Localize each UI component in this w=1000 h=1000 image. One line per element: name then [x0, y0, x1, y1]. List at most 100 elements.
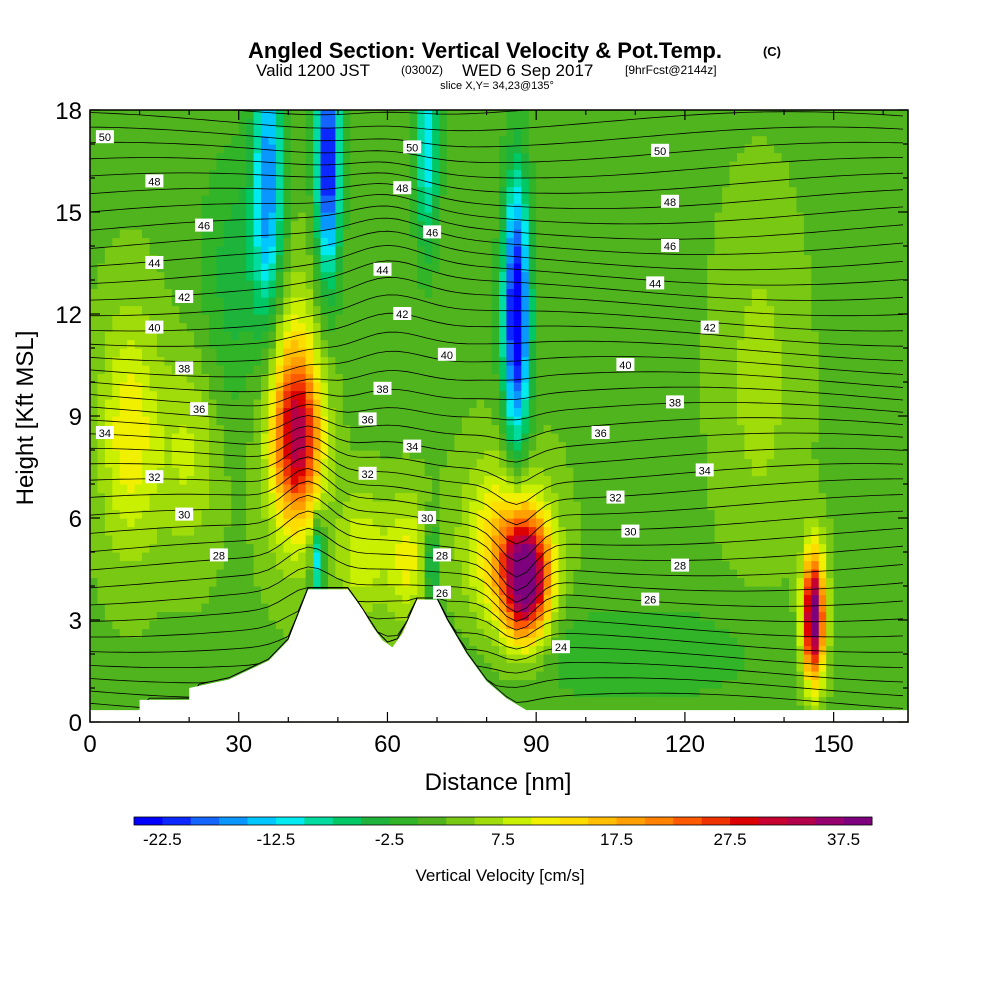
field-cell: [588, 195, 597, 205]
field-cell: [595, 246, 604, 256]
field-cell: [380, 178, 389, 188]
field-cell: [112, 220, 121, 230]
field-cell: [372, 475, 381, 485]
field-cell: [134, 671, 143, 681]
field-cell: [216, 526, 225, 536]
field-cell: [521, 110, 530, 120]
field-cell: [194, 152, 203, 162]
field-cell: [156, 620, 165, 630]
field-cell: [313, 543, 322, 553]
field-cell: [127, 654, 136, 664]
field-cell: [417, 118, 426, 128]
field-cell: [558, 263, 567, 273]
field-cell: [208, 441, 218, 451]
field-cell: [275, 118, 284, 128]
field-cell: [580, 144, 589, 154]
field-cell: [595, 603, 604, 613]
field-cell: [104, 441, 113, 451]
field-cell: [275, 637, 284, 647]
field-cell: [424, 169, 433, 179]
field-cell: [565, 620, 574, 630]
field-cell: [327, 492, 336, 502]
field-cell: [476, 169, 485, 179]
field-cell: [246, 654, 255, 664]
field-cell: [104, 671, 113, 681]
field-cell: [186, 110, 195, 120]
field-cell: [201, 509, 210, 519]
field-cell: [253, 212, 262, 222]
field-cell: [268, 526, 277, 536]
field-cell: [313, 144, 322, 154]
field-cell: [461, 144, 470, 154]
field-cell: [595, 620, 604, 630]
field-cell: [372, 220, 381, 230]
field-cell: [387, 484, 396, 494]
field-cell: [499, 688, 508, 698]
field-cell: [387, 535, 396, 545]
field-cell: [409, 509, 418, 519]
field-cell: [521, 297, 530, 307]
field-cell: [194, 509, 203, 519]
field-cell: [342, 458, 351, 468]
field-cell: [551, 611, 560, 621]
field-cell: [387, 467, 396, 477]
field-cell: [90, 654, 99, 664]
field-cell: [454, 424, 463, 434]
field-cell: [119, 458, 128, 468]
field-cell: [595, 331, 604, 341]
field-cell: [454, 535, 463, 545]
field-cell: [521, 339, 530, 349]
field-cell: [253, 645, 262, 655]
field-cell: [261, 365, 270, 375]
field-cell: [119, 560, 128, 570]
field-cell: [208, 620, 218, 630]
field-cell: [439, 152, 448, 162]
field-cell: [119, 637, 128, 647]
field-cell: [372, 356, 381, 366]
field-cell: [164, 509, 173, 519]
field-cell: [461, 314, 470, 324]
field-cell: [446, 203, 455, 213]
field-cell: [268, 577, 277, 587]
field-cell: [439, 203, 448, 213]
field-cell: [246, 246, 255, 256]
field-cell: [231, 450, 240, 460]
field-cell: [536, 144, 545, 154]
field-cell: [253, 552, 262, 562]
field-cell: [238, 603, 247, 613]
field-cell: [513, 203, 522, 213]
field-cell: [246, 424, 255, 434]
field-cell: [417, 535, 426, 545]
field-cell: [372, 586, 381, 596]
field-cell: [476, 127, 485, 137]
field-cell: [313, 203, 322, 213]
field-cell: [298, 348, 307, 358]
field-cell: [97, 271, 106, 281]
field-cell: [365, 161, 374, 171]
field-cell: [142, 586, 151, 596]
field-cell: [275, 620, 284, 630]
field-cell: [565, 382, 574, 392]
field-cell: [506, 526, 515, 536]
field-cell: [186, 356, 195, 366]
field-cell: [283, 152, 292, 162]
field-cell: [238, 628, 247, 638]
field-cell: [261, 373, 270, 383]
field-cell: [164, 467, 173, 477]
field-cell: [499, 152, 508, 162]
field-cell: [112, 492, 121, 502]
field-cell: [402, 161, 411, 171]
field-cell: [268, 203, 277, 213]
field-cell: [461, 271, 470, 281]
field-cell: [446, 450, 455, 460]
field-cell: [342, 280, 351, 290]
field-cell: [461, 331, 470, 341]
field-cell: [350, 305, 359, 315]
field-cell: [194, 586, 203, 596]
field-cell: [201, 118, 210, 128]
field-cell: [156, 518, 165, 528]
field-cell: [201, 203, 210, 213]
field-cell: [283, 110, 292, 120]
field-cell: [305, 178, 314, 188]
field-cell: [283, 424, 292, 434]
